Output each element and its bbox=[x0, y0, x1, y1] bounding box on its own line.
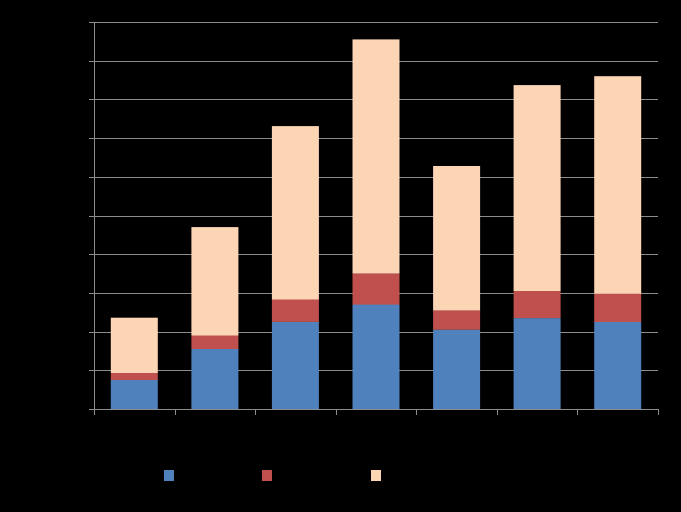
legend-swatch bbox=[371, 470, 381, 481]
bar-segment bbox=[433, 310, 481, 330]
bars bbox=[110, 39, 642, 409]
bar-segment bbox=[110, 373, 158, 380]
bar-segment bbox=[594, 321, 642, 409]
bar-segment bbox=[433, 329, 481, 409]
bar-segment bbox=[513, 318, 561, 409]
legend-swatch bbox=[164, 470, 174, 481]
bar-segment bbox=[110, 380, 158, 409]
bar-segment bbox=[271, 126, 319, 300]
bar-segment bbox=[271, 321, 319, 409]
axes bbox=[89, 22, 659, 415]
bar-segment bbox=[594, 76, 642, 294]
bar-segment bbox=[352, 39, 400, 274]
bar-segment bbox=[110, 317, 158, 373]
legend bbox=[164, 470, 381, 481]
bar-segment bbox=[513, 85, 561, 291]
bar-segment bbox=[191, 335, 239, 349]
bar-segment bbox=[271, 299, 319, 322]
bar-segment bbox=[594, 293, 642, 322]
bar-segment bbox=[433, 166, 481, 311]
legend-swatch bbox=[262, 470, 272, 481]
bar-segment bbox=[352, 304, 400, 409]
bar-segment bbox=[513, 291, 561, 319]
bar-segment bbox=[191, 349, 239, 409]
bar-segment bbox=[191, 227, 239, 336]
bar-segment bbox=[352, 273, 400, 305]
